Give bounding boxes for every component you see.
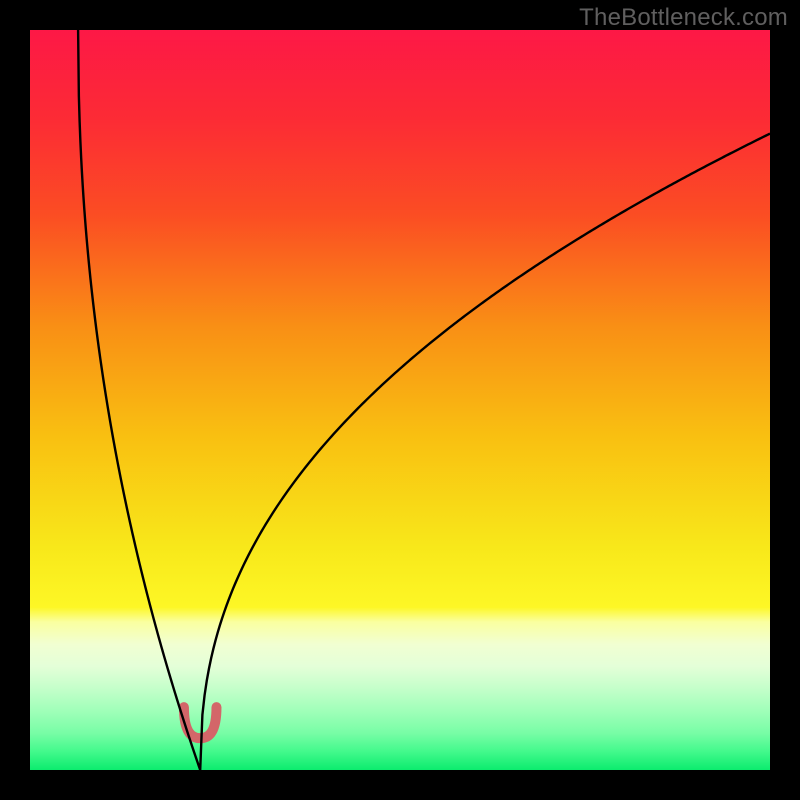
- watermark-text: TheBottleneck.com: [579, 4, 788, 32]
- plot-area: [30, 30, 770, 770]
- chart-svg: [30, 30, 770, 770]
- gradient-background: [30, 30, 770, 770]
